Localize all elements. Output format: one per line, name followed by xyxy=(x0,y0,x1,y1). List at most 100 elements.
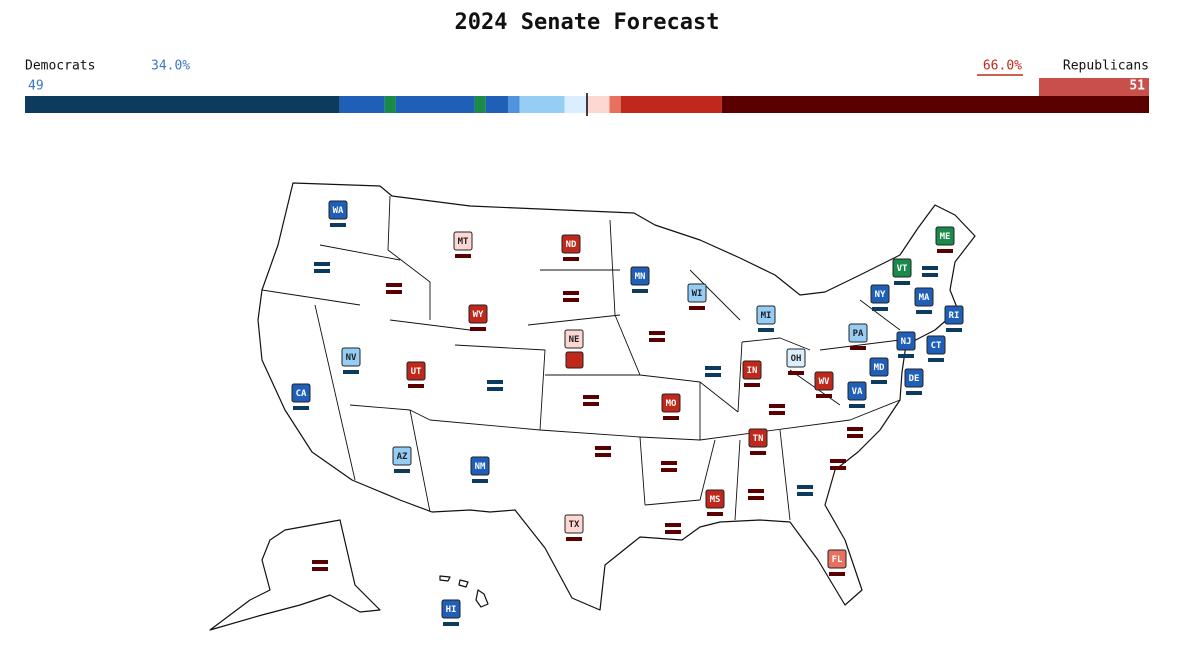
state-box xyxy=(814,371,834,391)
state-label: MO xyxy=(666,399,677,409)
seat-segment xyxy=(721,96,1149,113)
seat xyxy=(661,468,677,472)
seat xyxy=(916,310,932,314)
seat xyxy=(946,328,962,332)
state-label: ME xyxy=(940,232,951,242)
state-box xyxy=(944,305,964,325)
state-box xyxy=(441,599,461,619)
seat xyxy=(850,346,866,350)
seat xyxy=(898,354,914,358)
state-box xyxy=(756,305,776,325)
seat-segment xyxy=(474,96,486,113)
seat xyxy=(894,281,910,285)
state-box xyxy=(341,347,361,367)
state-label: HI xyxy=(446,605,457,615)
seat xyxy=(849,404,865,408)
state-box xyxy=(827,549,847,569)
state-box xyxy=(870,284,890,304)
seat xyxy=(583,395,599,399)
lower-48 xyxy=(257,182,976,611)
state-box xyxy=(869,357,889,377)
seat xyxy=(816,394,832,398)
state-box xyxy=(630,266,650,286)
state-label: MN xyxy=(635,272,646,282)
state-label: ND xyxy=(566,240,577,250)
state-label: NJ xyxy=(901,337,912,347)
seat xyxy=(922,266,938,270)
state-label: CT xyxy=(931,341,942,351)
state-box xyxy=(470,456,490,476)
seat xyxy=(314,269,330,273)
state-label: NM xyxy=(475,462,486,472)
state-label: MD xyxy=(874,363,885,373)
state-label: VT xyxy=(897,264,908,274)
state-label: VA xyxy=(852,387,863,397)
seat xyxy=(847,427,863,431)
seat-box xyxy=(565,351,584,369)
seat xyxy=(470,327,486,331)
seat-segment xyxy=(25,96,340,113)
state-label: PA xyxy=(853,329,864,339)
seat-segment xyxy=(339,96,385,113)
dem-label: Democrats xyxy=(25,59,95,74)
seat xyxy=(649,331,665,335)
seat xyxy=(748,489,764,493)
title: 2024 Senate Forecast xyxy=(455,10,720,35)
seat xyxy=(632,289,648,293)
state-box xyxy=(661,393,681,413)
state-label: AZ xyxy=(397,452,408,462)
rep-label: Republicans xyxy=(1063,59,1149,74)
seat xyxy=(788,371,804,375)
state-box xyxy=(786,348,806,368)
seat xyxy=(293,406,309,410)
seat xyxy=(750,451,766,455)
seat-segment xyxy=(519,96,565,113)
seat xyxy=(906,391,922,395)
state-label: WV xyxy=(819,377,830,387)
state-label: IN xyxy=(747,366,758,376)
seat xyxy=(566,537,582,541)
seat-bar xyxy=(25,93,1149,116)
state-label: MT xyxy=(458,237,469,247)
state-label: WY xyxy=(473,310,484,320)
seat xyxy=(928,358,944,362)
seat xyxy=(829,572,845,576)
seat xyxy=(487,387,503,391)
state-label: UT xyxy=(411,367,422,377)
state-label: DE xyxy=(909,374,920,384)
state-box xyxy=(904,368,924,388)
seat-segment xyxy=(587,96,610,113)
state-box xyxy=(848,323,868,343)
state-box xyxy=(748,428,768,448)
map xyxy=(209,182,976,631)
state-box xyxy=(564,514,584,534)
state-box xyxy=(561,234,581,254)
seat xyxy=(386,283,402,287)
alaska xyxy=(209,519,381,631)
hawaii xyxy=(439,575,489,608)
state-label: CA xyxy=(296,389,307,399)
seat xyxy=(830,466,846,470)
rep-seats: 51 xyxy=(1129,79,1145,94)
seat xyxy=(797,485,813,489)
state-box xyxy=(564,329,584,349)
seat xyxy=(312,560,328,564)
state-box xyxy=(914,287,934,307)
dem-seats: 49 xyxy=(28,79,44,94)
seat-segment xyxy=(609,96,621,113)
seat xyxy=(872,307,888,311)
state-box xyxy=(328,200,348,220)
state-box xyxy=(687,283,707,303)
state-box xyxy=(392,446,412,466)
seat-segment xyxy=(395,96,475,113)
seat xyxy=(595,453,611,457)
seat xyxy=(487,380,503,384)
seat xyxy=(797,492,813,496)
state-box xyxy=(291,383,311,403)
seat xyxy=(663,416,679,420)
seat xyxy=(748,496,764,500)
seat xyxy=(661,461,677,465)
seat xyxy=(937,249,953,253)
seat xyxy=(443,622,459,626)
